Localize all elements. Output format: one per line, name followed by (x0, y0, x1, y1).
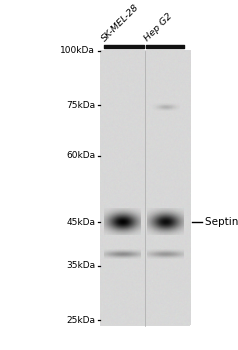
Text: 25kDa: 25kDa (66, 316, 95, 325)
Text: SK-MEL-28: SK-MEL-28 (100, 2, 141, 43)
Text: 35kDa: 35kDa (66, 261, 95, 271)
Text: 60kDa: 60kDa (66, 151, 95, 160)
Text: Hep G2: Hep G2 (143, 12, 174, 43)
Text: 100kDa: 100kDa (60, 46, 95, 55)
Text: 75kDa: 75kDa (66, 100, 95, 110)
Text: 45kDa: 45kDa (66, 218, 95, 227)
Text: Septin 4: Septin 4 (205, 217, 238, 227)
FancyBboxPatch shape (100, 51, 190, 326)
